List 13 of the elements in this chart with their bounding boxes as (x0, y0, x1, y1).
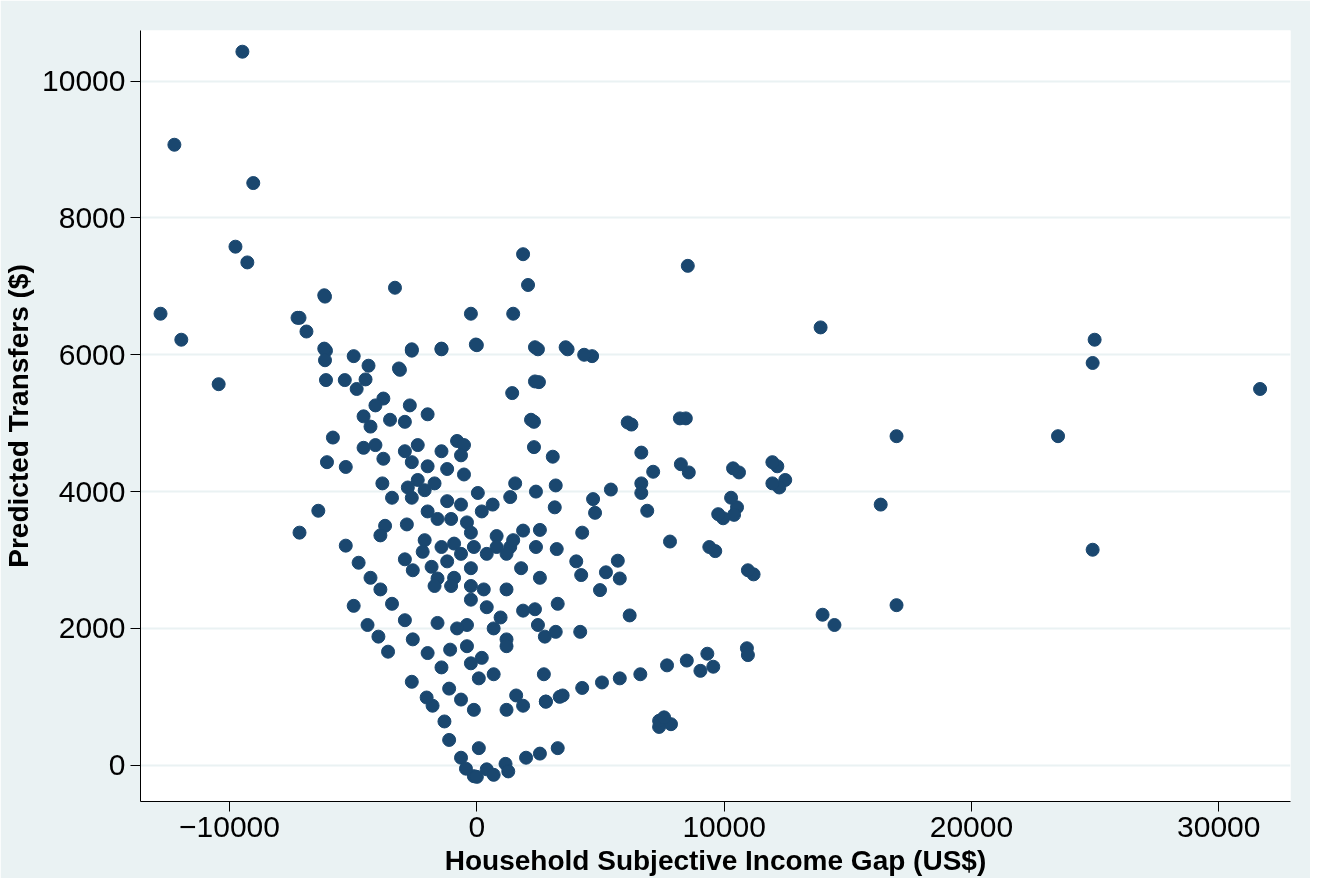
y-tick-label: 6000 (58, 337, 126, 371)
y-axis-title: Predicted Transfers ($) (3, 264, 35, 568)
y-tick-label: 8000 (58, 200, 126, 234)
y-tick-label: 4000 (58, 474, 126, 508)
x-tick-label: 0 (468, 809, 486, 843)
x-tick-label: 10000 (682, 809, 766, 843)
x-axis-title: Household Subjective Income Gap (US$) (444, 844, 987, 876)
y-tick-label: 0 (108, 748, 126, 782)
x-tick-label: −10000 (179, 809, 281, 843)
x-tick-label: 20000 (929, 809, 1014, 843)
y-tick-label: 2000 (58, 611, 126, 645)
y-tick-label: 10000 (42, 64, 126, 98)
x-tick-label: 30000 (1177, 809, 1261, 843)
